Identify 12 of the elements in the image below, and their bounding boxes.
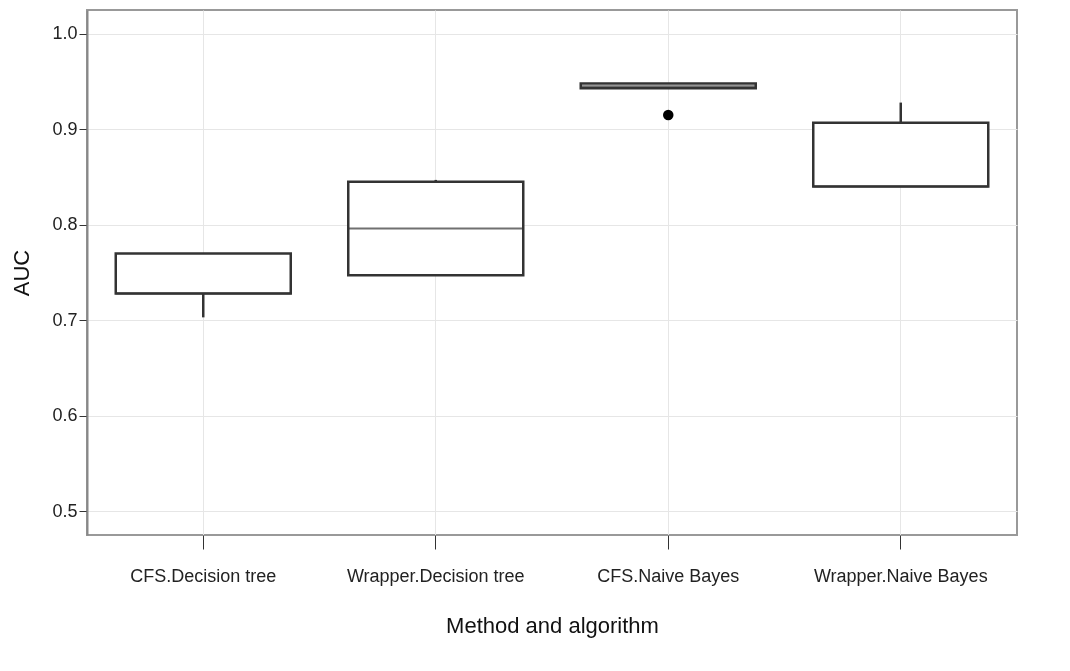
y-tick-label: 0.8 [52,214,78,235]
y-tick-label: 0.9 [52,118,78,139]
y-axis-title: AUC [9,249,35,297]
y-tick-label: 0.7 [52,309,78,330]
x-tick-label: CFS.Naive Bayes [597,565,740,586]
y-tick-label: 0.5 [52,500,78,521]
x-axis-title: Method and algorithm [446,612,659,638]
x-tick-label: Wrapper.Naive Bayes [813,565,988,586]
y-tick-label: 1.0 [52,23,78,44]
y-tick-label: 0.6 [52,405,78,426]
x-tick-label: Wrapper.Decision tree [346,565,525,586]
x-tick-label: CFS.Decision tree [130,565,277,586]
